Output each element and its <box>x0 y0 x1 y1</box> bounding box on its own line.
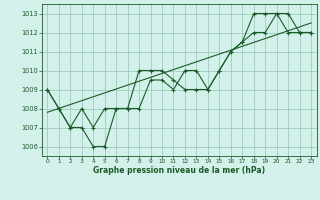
X-axis label: Graphe pression niveau de la mer (hPa): Graphe pression niveau de la mer (hPa) <box>93 166 265 175</box>
